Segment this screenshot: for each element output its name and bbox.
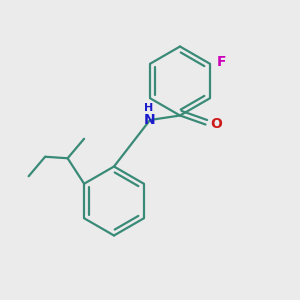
Text: O: O [210,117,222,131]
Text: F: F [217,55,226,69]
Text: N: N [144,113,156,127]
Text: H: H [144,103,153,113]
